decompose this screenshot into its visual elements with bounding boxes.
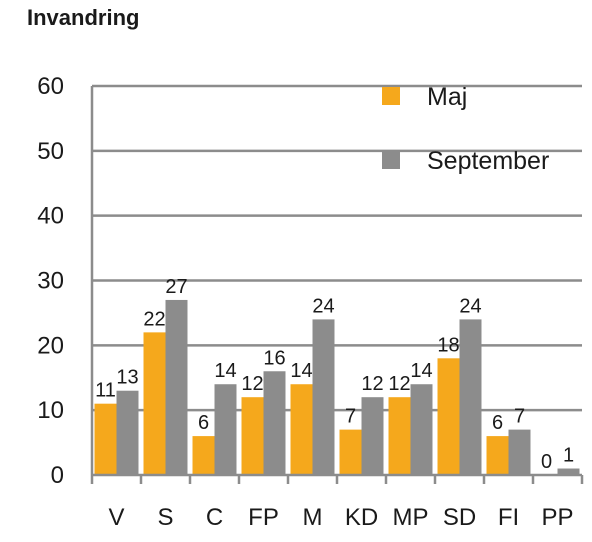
data-label: 14 xyxy=(410,360,432,382)
data-label: 11 xyxy=(95,380,116,402)
bar-maj xyxy=(388,397,411,475)
x-tick-label: S xyxy=(157,504,173,531)
bar-maj xyxy=(437,358,460,475)
bar-september xyxy=(557,468,580,475)
bar-maj xyxy=(94,403,117,475)
data-label: 13 xyxy=(116,367,138,389)
y-tick-label: 50 xyxy=(37,138,64,165)
x-tick-label: M xyxy=(303,504,323,531)
data-label: 12 xyxy=(241,373,263,395)
y-tick-label: 60 xyxy=(37,73,64,100)
data-label: 6 xyxy=(492,412,503,434)
bar-maj xyxy=(339,429,362,475)
data-label: 14 xyxy=(214,360,236,382)
data-label: 27 xyxy=(165,276,187,298)
bar-september xyxy=(459,319,482,475)
x-tick-label: FP xyxy=(248,504,279,531)
legend-label: September xyxy=(427,147,549,175)
x-tick-label: KD xyxy=(345,504,378,531)
chart-title: Invandring xyxy=(27,5,140,30)
bar-september xyxy=(214,384,237,475)
y-tick-label: 30 xyxy=(37,268,64,295)
data-label: 6 xyxy=(198,412,209,434)
data-label: 24 xyxy=(459,295,481,317)
bar-maj xyxy=(143,332,166,475)
bar-september xyxy=(312,319,335,475)
data-label: 18 xyxy=(437,334,459,356)
bar-september xyxy=(410,384,433,475)
data-label: 14 xyxy=(290,360,312,382)
bar-september xyxy=(165,299,188,475)
data-label: 12 xyxy=(361,373,383,395)
legend-swatch-september xyxy=(382,151,400,169)
bar-maj xyxy=(486,436,509,475)
data-label: 12 xyxy=(388,373,410,395)
x-tick-label: PP xyxy=(541,504,573,531)
legend-label: Maj xyxy=(427,83,467,111)
data-label: 1 xyxy=(563,445,574,467)
bar-maj xyxy=(241,397,264,475)
bar-september xyxy=(263,371,286,475)
data-label: 22 xyxy=(143,308,165,330)
y-tick-label: 40 xyxy=(37,203,64,230)
y-tick-label: 20 xyxy=(37,332,64,359)
x-tick-label: SD xyxy=(443,504,476,531)
bar-maj xyxy=(290,384,313,475)
bar-september xyxy=(116,390,139,475)
data-label: 24 xyxy=(312,295,334,317)
data-label: 16 xyxy=(263,347,285,369)
bar-maj xyxy=(192,436,215,475)
data-label: 7 xyxy=(514,406,525,428)
bar-september xyxy=(508,429,531,475)
y-tick-label: 10 xyxy=(37,397,64,424)
y-tick-label: 0 xyxy=(51,462,64,489)
x-tick-label: FI xyxy=(498,504,519,531)
bar-september xyxy=(361,397,384,475)
legend-swatch-maj xyxy=(382,87,400,105)
data-label: 7 xyxy=(345,406,356,428)
x-tick-label: MP xyxy=(393,504,429,531)
x-tick-label: C xyxy=(206,504,223,531)
x-tick-label: V xyxy=(108,504,124,531)
data-label: 0 xyxy=(541,451,552,473)
